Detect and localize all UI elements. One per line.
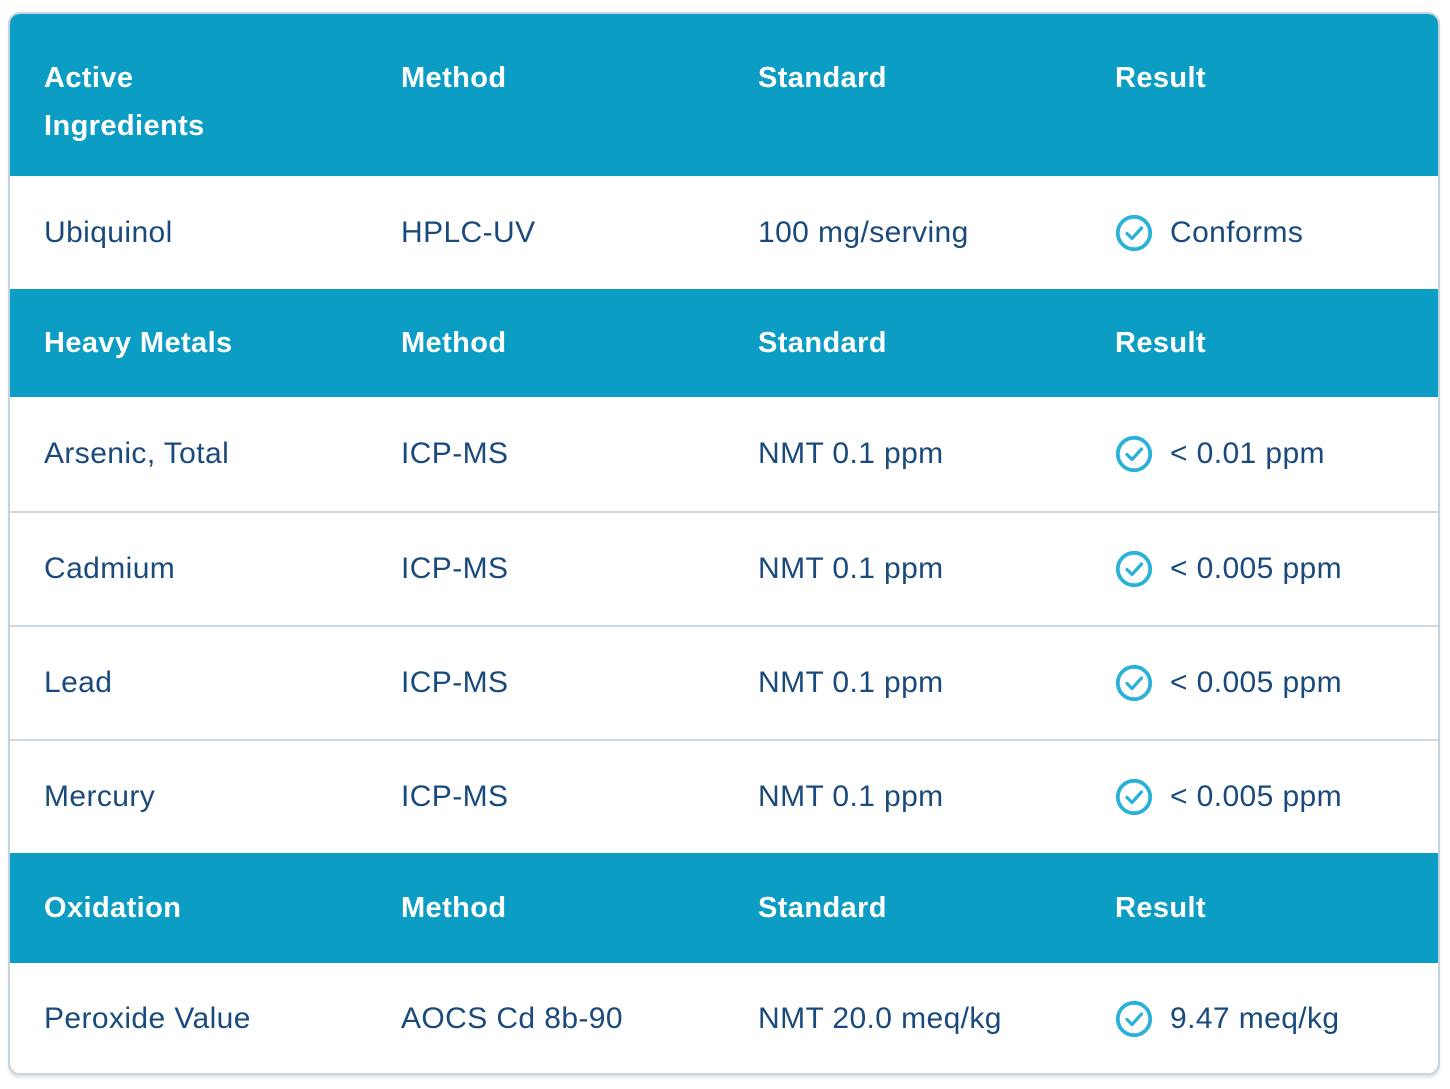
standard-cell: NMT 0.1 ppm	[758, 552, 944, 585]
result-header-cell: Result	[1115, 891, 1207, 924]
ingredient-name-cell: Arsenic, Total	[44, 437, 230, 470]
result-header-cell: Result	[1115, 326, 1207, 359]
result-value: Conforms	[1170, 215, 1304, 249]
check-circle-icon	[1115, 664, 1153, 702]
table-row-ubiquinol: Ubiquinol HPLC-UV 100 mg/serving Conform…	[10, 176, 1438, 289]
section-header-active-ingredients: Active Ingredients Method Standard Resul…	[10, 14, 1438, 176]
table-row-arsenic: Arsenic, Total ICP-MS NMT 0.1 ppm < 0.01…	[10, 397, 1438, 511]
standard-cell: 100 mg/serving	[758, 215, 969, 249]
ingredient-name-cell: Peroxide Value	[44, 1002, 251, 1035]
result-cell: < 0.005 ppm	[1081, 627, 1438, 739]
result-cell: < 0.005 ppm	[1081, 513, 1438, 625]
result-value: 9.47 meq/kg	[1170, 1002, 1340, 1035]
standard-header-cell: Standard	[758, 326, 887, 359]
category-header-cell: Active Ingredients	[44, 62, 205, 142]
ingredient-name-cell: Ubiquinol	[44, 215, 173, 249]
result-cell: < 0.01 ppm	[1081, 397, 1438, 511]
standard-cell: NMT 0.1 ppm	[758, 780, 944, 813]
method-cell: AOCS Cd 8b-90	[401, 1002, 623, 1035]
result-value: < 0.005 ppm	[1170, 666, 1343, 699]
result-value: < 0.01 ppm	[1170, 437, 1325, 470]
standard-cell: NMT 0.1 ppm	[758, 437, 944, 470]
ingredient-name-cell: Lead	[44, 666, 113, 699]
result-cell: 9.47 meq/kg	[1081, 963, 1438, 1073]
standard-cell: NMT 20.0 meq/kg	[758, 1002, 1002, 1035]
table-row-lead: Lead ICP-MS NMT 0.1 ppm < 0.005 ppm	[10, 625, 1438, 739]
check-circle-icon	[1115, 1000, 1153, 1038]
category-header-cell: Oxidation	[44, 891, 182, 924]
table-row-peroxide-value: Peroxide Value AOCS Cd 8b-90 NMT 20.0 me…	[10, 963, 1438, 1073]
ingredient-name-cell: Cadmium	[44, 552, 176, 585]
result-cell: < 0.005 ppm	[1081, 741, 1438, 853]
method-cell: ICP-MS	[401, 780, 509, 813]
section-header-oxidation: Oxidation Method Standard Result	[10, 853, 1438, 963]
result-value: < 0.005 ppm	[1170, 552, 1343, 585]
result-header-cell: Result	[1115, 62, 1207, 94]
coa-results-table: Active Ingredients Method Standard Resul…	[8, 12, 1440, 1075]
table-row-cadmium: Cadmium ICP-MS NMT 0.1 ppm < 0.005 ppm	[10, 511, 1438, 625]
method-cell: ICP-MS	[401, 666, 509, 699]
method-header-cell: Method	[401, 62, 507, 94]
standard-header-cell: Standard	[758, 62, 887, 94]
check-circle-icon	[1115, 435, 1153, 473]
method-cell: ICP-MS	[401, 552, 509, 585]
method-cell: ICP-MS	[401, 437, 509, 470]
table-row-mercury: Mercury ICP-MS NMT 0.1 ppm < 0.005 ppm	[10, 739, 1438, 853]
check-circle-icon	[1115, 214, 1153, 251]
standard-cell: NMT 0.1 ppm	[758, 666, 944, 699]
method-header-cell: Method	[401, 326, 507, 359]
method-cell: HPLC-UV	[401, 215, 536, 249]
result-cell: Conforms	[1081, 176, 1438, 289]
ingredient-name-cell: Mercury	[44, 780, 156, 813]
standard-header-cell: Standard	[758, 891, 887, 924]
section-header-heavy-metals: Heavy Metals Method Standard Result	[10, 289, 1438, 397]
result-value: < 0.005 ppm	[1170, 780, 1343, 813]
category-header-cell: Heavy Metals	[44, 326, 233, 359]
check-circle-icon	[1115, 550, 1153, 588]
check-circle-icon	[1115, 778, 1153, 816]
method-header-cell: Method	[401, 891, 507, 924]
